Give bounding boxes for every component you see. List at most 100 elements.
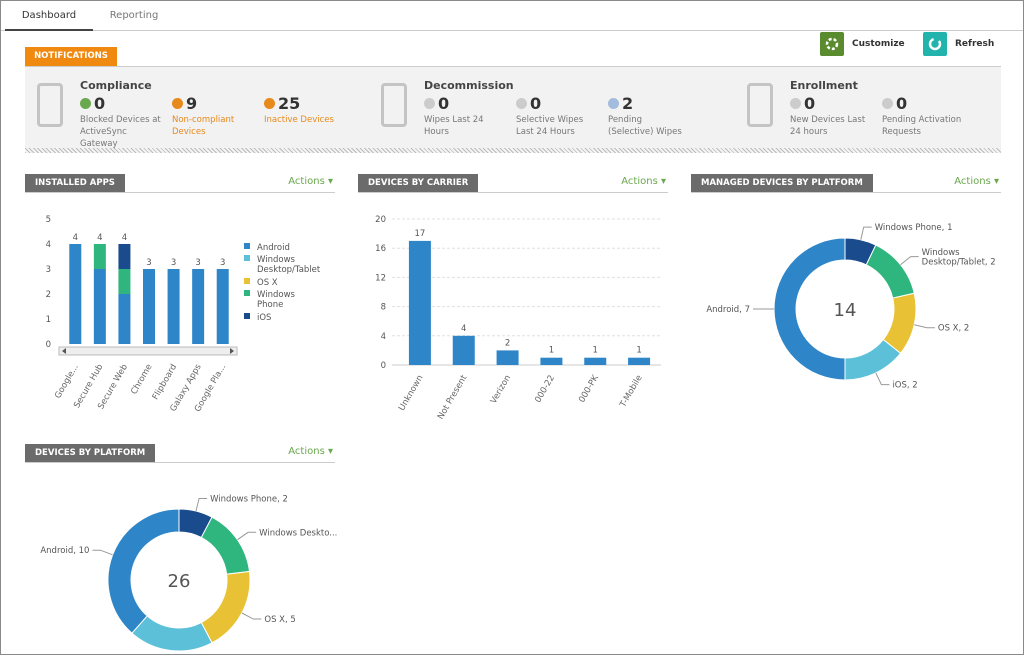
notification-item[interactable]: 0 Wipes Last 24 Hours [424, 94, 506, 138]
bar-segment [93, 244, 106, 269]
total-label: 3 [146, 258, 151, 268]
bar-segment [118, 269, 131, 294]
scroll-arrow-right [230, 348, 234, 354]
x-tick-label: 000-PK [577, 373, 601, 404]
status-icon [80, 98, 91, 109]
toolbar-button[interactable]: Refresh [923, 32, 994, 56]
actions-label[interactable]: Actions [288, 446, 325, 457]
slice-label: OS X, 5 [264, 615, 295, 625]
x-tick-label: Chrome [129, 363, 154, 397]
value-label: 4 [461, 324, 466, 334]
leader-line [860, 226, 872, 240]
legend-label: Windows Phone [257, 290, 298, 310]
chart: Windows Phone, 1 Windows Desktop/Tablet, … [706, 223, 995, 391]
status-icon [172, 98, 183, 109]
chart: Windows Phone, 2 Windows Deskto... OS X, 5… [40, 494, 337, 652]
x-tick-label: T-Mobile [618, 374, 645, 411]
donut-slice [107, 508, 180, 634]
device-icon [381, 83, 407, 127]
bar-segment [118, 244, 131, 269]
legend-swatch [244, 290, 250, 296]
bar-segment [69, 244, 82, 344]
leader-line [92, 549, 113, 556]
donut-total: 14 [834, 300, 857, 321]
item-value-row: 25 [264, 94, 346, 113]
group-title: Compliance [80, 79, 152, 92]
actions-label[interactable]: Actions [954, 176, 991, 187]
leader-line [875, 372, 890, 386]
tab-divider [1, 30, 1023, 31]
icon-glyph [928, 37, 942, 51]
slice-label: Android, 7 [706, 305, 750, 315]
bar-segment [167, 269, 180, 344]
total-label: 3 [195, 258, 200, 268]
bar [408, 240, 431, 365]
panel-title: DEVICES BY CARRIER [358, 174, 479, 192]
actions-menu[interactable]: Actions ▾ [621, 176, 666, 187]
donut-total: 26 [168, 571, 191, 592]
notifications-tag: NOTIFICATIONS [25, 47, 117, 66]
status-icon [608, 98, 619, 109]
panel-title: INSTALLED APPS [25, 174, 125, 192]
bar [452, 335, 475, 365]
bar [540, 357, 563, 365]
notification-item[interactable]: 9 Non-compliant Devices [172, 94, 254, 150]
legend-swatch [244, 243, 250, 249]
slice-label: Windows Phone, 2 [210, 494, 288, 504]
donut-slice [773, 237, 846, 381]
item-value: 0 [530, 94, 542, 113]
button-label: Customize [852, 39, 905, 49]
value-label: 17 [415, 229, 426, 239]
total-label: 4 [73, 233, 78, 243]
item-value-row: 2 [608, 94, 690, 113]
actions-menu[interactable]: Actions ▾ [288, 176, 333, 187]
slice-label: Android, 10 [40, 546, 89, 556]
y-tick-label: 8 [381, 303, 386, 313]
value-label: 1 [636, 346, 641, 356]
legend-label: Windows Desktop/Tablet [257, 255, 321, 275]
tab[interactable]: Reporting [109, 10, 159, 21]
caret: ▾ [324, 446, 333, 457]
notification-item[interactable]: 0 Pending Activation Requests [882, 94, 964, 138]
notification-item[interactable]: 0 Selective Wipes Last 24 Hours [516, 94, 598, 138]
group-items: 0 Wipes Last 24 Hours 0 Selective Wipes Las… [424, 94, 690, 138]
item-value: 2 [622, 94, 634, 113]
actions-menu[interactable]: Actions ▾ [954, 176, 999, 187]
legend-swatch [244, 313, 250, 319]
x-tick-label: Google... [53, 363, 81, 401]
status-icon [424, 98, 435, 109]
bar-segment [118, 294, 131, 344]
notifications-panel [25, 66, 1001, 149]
item-value: 25 [278, 94, 301, 113]
x-tick-label: 000-22 [533, 374, 557, 405]
tab[interactable]: Dashboard [5, 1, 93, 31]
leader-line [237, 531, 257, 541]
slice-label: Windows Phone, 1 [875, 223, 953, 233]
group-items: 0 Blocked Devices at ActiveSync Gateway 9 N… [80, 94, 346, 150]
notification-item[interactable]: 2 Pending (Selective) Wipes [608, 94, 690, 138]
notification-item[interactable]: 0 New Devices Last 24 hours [790, 94, 872, 138]
donut-slice [131, 615, 213, 652]
status-icon [790, 98, 801, 109]
y-tick-label: 12 [375, 273, 386, 283]
donut-slice [200, 516, 251, 575]
toolbar-button[interactable]: Customize [820, 32, 905, 56]
y-tick-label: 20 [375, 215, 386, 225]
item-value-row: 0 [80, 94, 162, 113]
button-icon [923, 32, 947, 56]
actions-label[interactable]: Actions [288, 176, 325, 187]
item-value-row: 0 [790, 94, 872, 113]
button-icon [820, 32, 844, 56]
value-label: 2 [505, 338, 510, 348]
item-value: 0 [896, 94, 908, 113]
leader-line [900, 256, 919, 266]
status-icon [516, 98, 527, 109]
notification-item[interactable]: 25 Inactive Devices [264, 94, 346, 150]
actions-label[interactable]: Actions [621, 176, 658, 187]
notification-item[interactable]: 0 Blocked Devices at ActiveSync Gateway [80, 94, 162, 150]
panel-title: MANAGED DEVICES BY PLATFORM [691, 174, 873, 192]
actions-menu[interactable]: Actions ▾ [288, 446, 333, 457]
y-tick-label: 0 [46, 340, 51, 350]
slice-label: OS X, 2 [938, 324, 969, 334]
caret: ▾ [324, 176, 333, 187]
